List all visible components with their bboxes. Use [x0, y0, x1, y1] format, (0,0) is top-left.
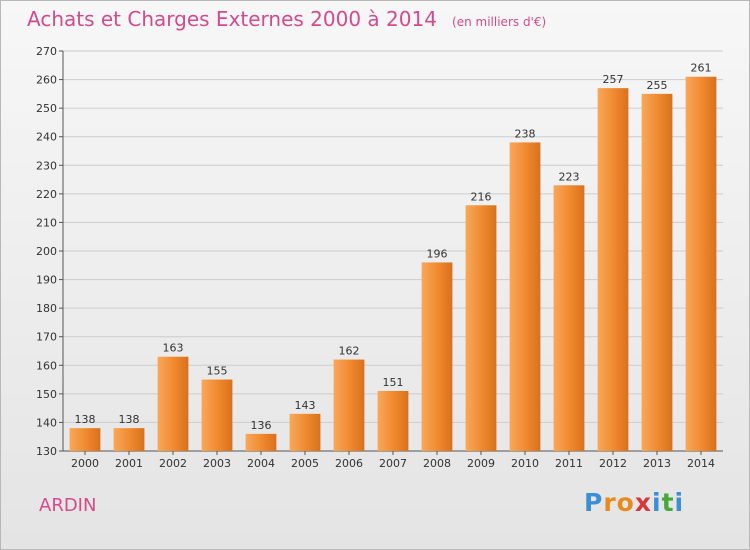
- logo-letter: P: [584, 488, 604, 517]
- x-tick-label: 2011: [555, 457, 583, 470]
- y-tick-label: 230: [36, 159, 57, 172]
- bar-value-label: 138: [75, 413, 96, 426]
- x-tick-label: 2013: [643, 457, 671, 470]
- x-tick-label: 2010: [511, 457, 539, 470]
- y-tick-label: 160: [36, 359, 57, 372]
- y-tick-label: 250: [36, 102, 57, 115]
- chart-subtitle: (en milliers d'€): [452, 15, 547, 29]
- bar: [641, 93, 673, 451]
- bar-value-label: 255: [647, 79, 668, 92]
- y-tick-label: 150: [36, 388, 57, 401]
- bar-value-label: 155: [207, 365, 228, 378]
- y-tick-label: 190: [36, 274, 57, 287]
- y-tick-label: 140: [36, 416, 57, 429]
- bar: [333, 359, 365, 451]
- bar: [113, 428, 145, 451]
- bar-value-label: 162: [339, 345, 360, 358]
- x-tick-label: 2012: [599, 457, 627, 470]
- logo-letter: r: [603, 488, 617, 517]
- bar: [69, 428, 101, 451]
- title-row: Achats et Charges Externes 2000 à 2014 (…: [27, 7, 546, 31]
- chart-title: Achats et Charges Externes 2000 à 2014: [27, 7, 437, 31]
- logo-letter: i: [674, 488, 685, 517]
- bar: [201, 379, 233, 451]
- x-tick-label: 2008: [423, 457, 451, 470]
- bar: [509, 142, 541, 451]
- bar: [597, 88, 629, 452]
- x-tick-label: 2000: [71, 457, 99, 470]
- logo-letter: o: [616, 488, 635, 517]
- bar: [289, 413, 321, 451]
- y-tick-label: 220: [36, 188, 57, 201]
- x-tick-label: 2009: [467, 457, 495, 470]
- bar-value-label: 196: [427, 247, 448, 260]
- bar-value-label: 138: [119, 413, 140, 426]
- x-tick-label: 2005: [291, 457, 319, 470]
- y-tick-label: 170: [36, 331, 57, 344]
- bar-value-label: 163: [163, 342, 184, 355]
- y-tick-label: 130: [36, 445, 57, 458]
- bar: [157, 356, 189, 451]
- x-tick-label: 2004: [247, 457, 275, 470]
- x-tick-label: 2003: [203, 457, 231, 470]
- proxiti-logo[interactable]: Proxiti: [584, 488, 684, 517]
- x-tick-label: 2002: [159, 457, 187, 470]
- logo-letter: x: [634, 488, 652, 517]
- bar-value-label: 223: [559, 170, 580, 183]
- y-tick-label: 270: [36, 45, 57, 58]
- y-tick-label: 180: [36, 302, 57, 315]
- bar-value-label: 136: [251, 419, 272, 432]
- bar: [685, 76, 717, 451]
- y-tick-label: 260: [36, 74, 57, 87]
- bar-value-label: 216: [471, 190, 492, 203]
- bar-value-label: 257: [603, 73, 624, 86]
- bar: [465, 205, 497, 451]
- y-tick-label: 200: [36, 245, 57, 258]
- bar: [553, 185, 585, 452]
- bar: [421, 262, 453, 451]
- commune-name: ARDIN: [39, 495, 97, 516]
- bar-value-label: 151: [383, 376, 404, 389]
- bar: [377, 391, 409, 451]
- x-tick-label: 2006: [335, 457, 363, 470]
- x-tick-label: 2007: [379, 457, 407, 470]
- x-tick-label: 2014: [687, 457, 715, 470]
- logo-letter: t: [661, 488, 675, 517]
- y-tick-label: 240: [36, 131, 57, 144]
- bars: 138 138 163 155 136 143 162 151 196 216 238 223 257 2…: [69, 62, 717, 452]
- bar-value-label: 261: [691, 62, 712, 75]
- bar: [245, 433, 277, 451]
- logo-letter: i: [652, 488, 662, 517]
- bar-value-label: 143: [295, 399, 316, 412]
- bar-value-label: 238: [515, 127, 536, 140]
- y-tick-label: 210: [36, 216, 57, 229]
- x-tick-label: 2001: [115, 457, 143, 470]
